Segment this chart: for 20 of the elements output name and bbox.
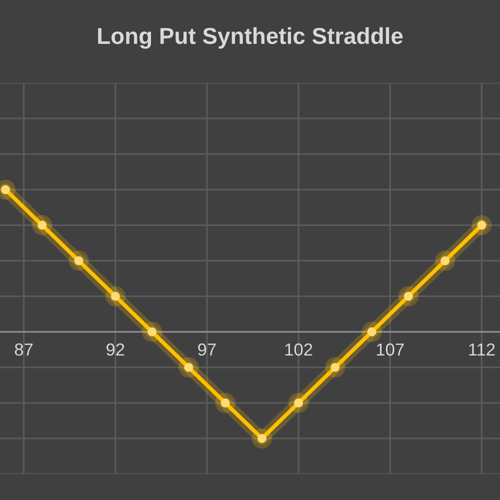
x-tick-label: 112	[469, 343, 495, 356]
point	[178, 357, 199, 378]
point	[362, 322, 382, 342]
x-tick-label: 102	[285, 343, 312, 356]
point	[398, 286, 418, 306]
chart-title: Long Put Synthetic Straddle	[98, 27, 403, 49]
point	[142, 322, 162, 342]
point	[252, 428, 272, 449]
point	[472, 215, 492, 236]
x-tick-label: 107	[376, 343, 404, 356]
x-tick-label: 87	[14, 343, 33, 356]
point	[105, 286, 126, 306]
point	[215, 392, 236, 413]
point	[68, 250, 89, 271]
point	[325, 357, 346, 378]
x-tick-label: 97	[198, 343, 216, 356]
point	[32, 215, 52, 236]
point	[288, 392, 309, 413]
point	[434, 250, 456, 271]
x-tick-label: 92	[106, 343, 124, 356]
